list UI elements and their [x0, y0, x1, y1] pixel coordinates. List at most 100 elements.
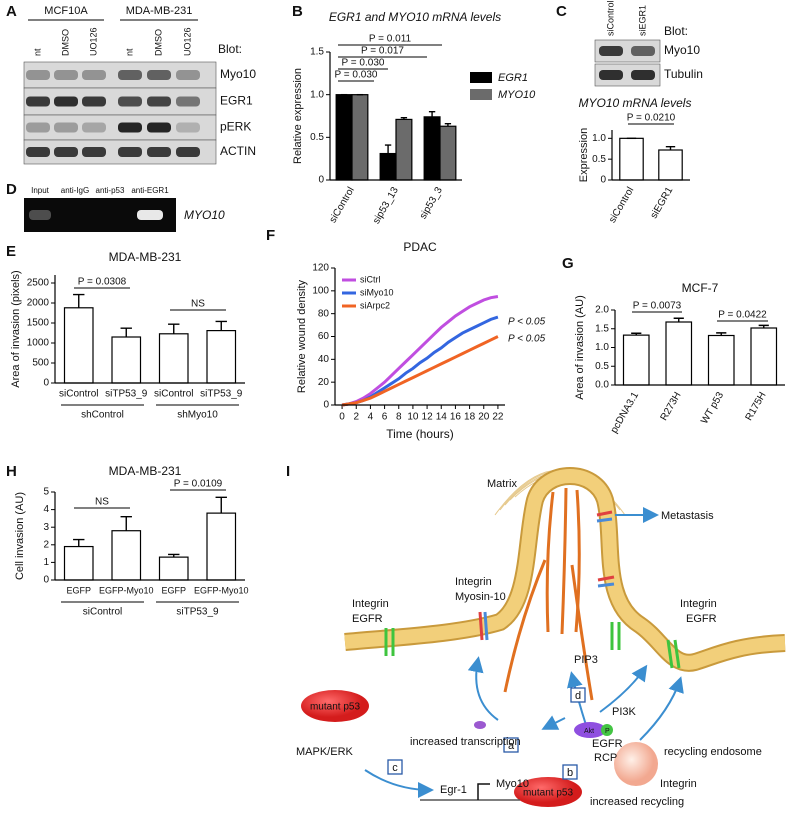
- x-tick-label: 12: [422, 412, 434, 423]
- bar: [665, 321, 693, 386]
- legend-label: siMyo10: [360, 287, 394, 297]
- annotation: P < 0.05: [508, 317, 546, 328]
- panel-letter: B: [292, 3, 303, 20]
- x-tick-label: 2: [353, 412, 359, 423]
- x-tick-label: siTP53_9: [105, 389, 148, 400]
- error-bar: [120, 327, 132, 337]
- blot-band: [26, 122, 50, 133]
- x-tick-label: EGFP: [161, 585, 186, 595]
- diagram-label: recycling endosome: [664, 746, 762, 758]
- diagram-label: Integrin: [352, 598, 389, 610]
- significance-label: P = 0.0109: [174, 479, 223, 490]
- bar: [423, 116, 441, 181]
- panel-letter: F: [266, 227, 275, 244]
- y-tick-label: 120: [312, 263, 329, 274]
- significance-label: P = 0.0210: [627, 113, 676, 124]
- y-tick-label: 0.0: [595, 380, 609, 391]
- diagram-label: EGFR: [686, 613, 717, 625]
- error-bar: [215, 496, 227, 514]
- lane-label: siEGR1: [637, 5, 647, 36]
- chart-title: PDAC: [403, 240, 437, 254]
- x-tick-label: EGFP: [66, 585, 91, 595]
- blot-band: [147, 70, 171, 80]
- x-tick-label: pcDNA3.1: [609, 390, 642, 435]
- error-bar: [400, 117, 408, 120]
- significance-label: P = 0.0073: [633, 301, 682, 312]
- error-bar: [758, 324, 769, 328]
- blot-band: [82, 147, 106, 157]
- blot-band: [176, 70, 200, 80]
- bar: [63, 307, 94, 384]
- bar: [206, 330, 237, 384]
- lane-label: Input: [31, 186, 50, 195]
- significance-label: NS: [191, 299, 205, 310]
- error-bar: [428, 111, 436, 117]
- error-bar: [73, 538, 85, 547]
- group-label: MCF10A: [44, 5, 88, 17]
- x-tick-label: 20: [478, 412, 490, 423]
- diagram-label: increased recycling: [590, 796, 684, 808]
- x-tick-label: R273H: [659, 390, 684, 422]
- diagram-label: EGFR: [352, 613, 383, 625]
- diagram-label: Integrin: [455, 576, 492, 588]
- y-tick-label: 500: [32, 358, 49, 369]
- y-tick-label: 1.5: [595, 323, 609, 334]
- diagram-label: PIP3: [574, 654, 598, 666]
- x-tick-label: WT p53: [699, 390, 726, 426]
- blot-band: [118, 70, 142, 80]
- y-tick-label: 3: [43, 522, 49, 533]
- panel-letter: H: [6, 463, 17, 480]
- x-tick-label: 16: [450, 412, 462, 423]
- blot-band: [54, 70, 78, 80]
- y-tick-label: 4: [43, 504, 49, 515]
- bar: [206, 512, 237, 581]
- diagram-label: EGFR: [592, 738, 623, 750]
- x-tick-label: siControl: [328, 185, 357, 225]
- x-tick-label: 6: [382, 412, 388, 423]
- diagram-label: Myo10: [496, 778, 529, 790]
- x-tick-label: 18: [464, 412, 476, 423]
- blot-band: [176, 96, 200, 107]
- diagram-label: d: [575, 690, 581, 702]
- group-label: shMyo10: [177, 410, 218, 421]
- y-tick-label: 80: [318, 308, 330, 319]
- blot-band: [147, 96, 171, 107]
- y-tick-label: 1.0: [310, 89, 324, 100]
- lane-label: siControl: [605, 0, 615, 36]
- y-tick-label: 2.0: [595, 305, 609, 316]
- y-tick-label: 0: [600, 175, 606, 186]
- y-axis-label: Area of invasion (AU): [574, 295, 586, 400]
- blot-band: [631, 46, 655, 56]
- bar: [335, 94, 353, 181]
- legend-swatch: [470, 89, 492, 100]
- blot-band: [29, 210, 51, 220]
- blot-band: [176, 122, 200, 133]
- bar: [158, 556, 189, 581]
- y-axis-label: Area of invasion (pixels): [10, 270, 22, 387]
- blot-band: [82, 96, 106, 107]
- annotation: P < 0.05: [508, 334, 546, 345]
- x-tick-label: EGFP-Myo10: [194, 585, 249, 595]
- bar: [622, 334, 650, 386]
- lane-label: nt: [124, 48, 134, 56]
- blot-band: [147, 147, 171, 157]
- chart-title: EGR1 and MYO10 mRNA levels: [329, 10, 501, 24]
- blot-row-label: EGR1: [220, 94, 253, 108]
- panel-letter: A: [6, 3, 17, 20]
- blot-band: [599, 46, 623, 56]
- y-tick-label: 0: [43, 378, 49, 389]
- bar: [619, 137, 644, 181]
- y-axis-label: Expression: [578, 128, 590, 182]
- error-bar: [384, 144, 392, 154]
- blot-band: [118, 147, 142, 157]
- y-tick-label: 0.5: [592, 154, 606, 165]
- blot-row-label: pERK: [220, 120, 251, 134]
- diagram: Matrix Metastasis Integrin EGFR Integrin…: [296, 467, 786, 808]
- blot-band: [118, 122, 142, 133]
- y-tick-label: 0.5: [310, 132, 324, 143]
- group-label: shControl: [81, 410, 124, 421]
- significance-label: P = 0.0422: [718, 310, 767, 321]
- blot-band: [26, 147, 50, 157]
- y-tick-label: 0: [318, 175, 324, 186]
